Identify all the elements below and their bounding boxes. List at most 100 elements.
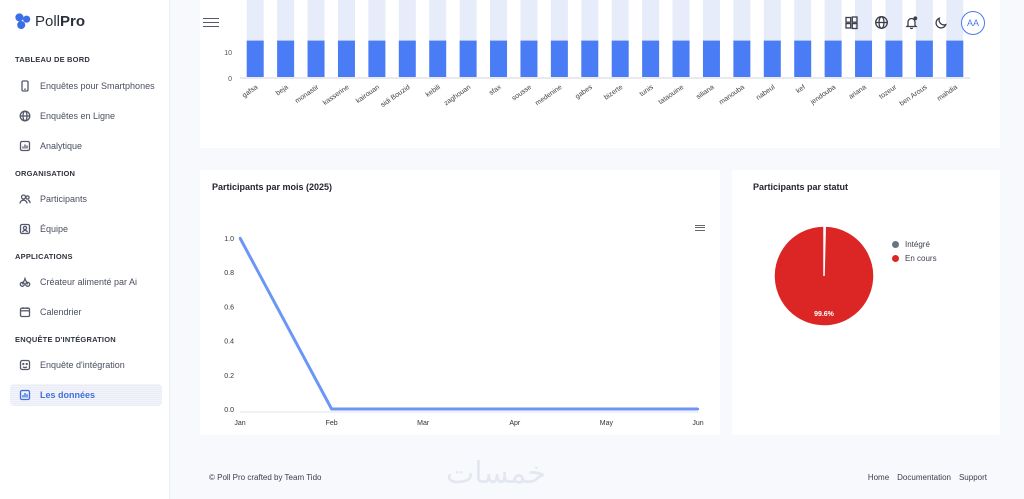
sidebar-item-participants[interactable]: Participants xyxy=(10,188,162,210)
legend-dot xyxy=(892,255,899,262)
legend-label: Intégré xyxy=(905,240,930,249)
bar-background xyxy=(642,0,660,45)
sidebar-item-label: Enquête d'intégration xyxy=(40,360,125,370)
footer-link-documentation[interactable]: Documentation xyxy=(897,473,951,482)
x-tick-label: bizerte xyxy=(603,84,624,102)
survey-icon xyxy=(10,359,40,371)
users-icon xyxy=(10,193,40,205)
x-tick-label: mahdia xyxy=(936,84,959,103)
bar-background xyxy=(581,0,599,45)
avatar[interactable]: AA xyxy=(961,11,985,35)
x-tick-label: siliana xyxy=(695,84,715,101)
legend-dot xyxy=(892,241,899,248)
chart-menu-button[interactable] xyxy=(695,223,705,232)
footer-link-support[interactable]: Support xyxy=(958,473,987,482)
sidebar: PollPro TABLEAU DE BORD Enquêtes pour Sm… xyxy=(0,0,170,499)
sidebar-item-label: Enquêtes en Ligne xyxy=(40,111,116,121)
x-tick-label: ariana xyxy=(848,84,868,101)
legend-item-in-progress[interactable]: En cours xyxy=(892,254,937,263)
bar-background xyxy=(246,0,264,45)
x-tick-label: zaghouan xyxy=(443,84,472,107)
bar xyxy=(855,40,873,77)
bar xyxy=(642,40,660,77)
data-icon xyxy=(10,389,40,401)
x-tick-label: manouba xyxy=(718,84,746,107)
sidebar-item-label: Participants xyxy=(40,194,88,204)
bar xyxy=(885,40,903,77)
team-icon xyxy=(10,223,40,235)
series-line xyxy=(238,237,698,411)
x-tick-label: beja xyxy=(275,84,290,97)
sidebar-item-integration-survey[interactable]: Enquête d'intégration xyxy=(10,354,162,376)
bar xyxy=(459,40,477,77)
globe-icon xyxy=(10,110,40,122)
header-actions xyxy=(840,11,952,33)
bar-background xyxy=(611,0,629,45)
pie-slice xyxy=(773,225,875,327)
legend-item-integrated[interactable]: Intégré xyxy=(892,240,930,249)
legend-label: En cours xyxy=(905,254,937,263)
sidebar-item-label: Créateur alimenté par Ai xyxy=(40,277,138,287)
bar xyxy=(672,40,690,77)
bar-background xyxy=(307,0,325,45)
bar xyxy=(763,40,781,77)
y-tick-label: 0 xyxy=(228,76,232,83)
x-tick-label: nabeul xyxy=(755,84,777,102)
x-tick-label: monastir xyxy=(294,84,321,106)
menu-toggle-button[interactable] xyxy=(203,15,219,29)
monthly-chart-card xyxy=(200,170,720,435)
sidebar-item-smartphone-surveys[interactable]: Enquêtes pour Smartphones xyxy=(10,75,162,97)
bar-background xyxy=(855,0,873,45)
bar-background xyxy=(702,0,720,45)
data-point xyxy=(238,236,242,240)
x-tick-label: Feb xyxy=(326,420,338,427)
bell-icon[interactable] xyxy=(900,11,922,33)
bar xyxy=(915,40,933,77)
bar xyxy=(702,40,720,77)
sidebar-item-ai-creator[interactable]: Créateur alimenté par Ai xyxy=(10,271,162,293)
bar xyxy=(398,40,416,77)
y-tick-label: 0.2 xyxy=(224,373,234,380)
sidebar-item-calendar[interactable]: Calendrier xyxy=(10,301,162,323)
line-chart: 0.0 0.2 0.4 0.6 0.8 1.0 Jan Feb Mar Apr May Jun xyxy=(224,236,703,427)
section-title-organisation: ORGANISATION xyxy=(15,169,76,178)
bar-background xyxy=(672,0,690,45)
y-tick-label: 0.6 xyxy=(224,304,234,311)
x-tick-label: kairouan xyxy=(355,84,381,105)
sidebar-item-online-surveys[interactable]: Enquêtes en Ligne xyxy=(10,105,162,127)
x-tick-label: sousse xyxy=(511,84,533,103)
bar-background xyxy=(824,0,842,45)
logo[interactable]: PollPro xyxy=(14,12,85,30)
bar xyxy=(946,40,964,77)
data-point xyxy=(605,407,608,411)
x-tick-label: gabes xyxy=(574,84,594,101)
windows-icon[interactable] xyxy=(840,11,862,33)
x-tick-label: tozeur xyxy=(878,84,898,101)
bar-background xyxy=(368,0,386,45)
bar-background xyxy=(337,0,355,45)
x-tick-label: medenine xyxy=(534,84,563,107)
analytics-icon xyxy=(10,140,40,152)
footer-link-home[interactable]: Home xyxy=(867,473,890,482)
bar xyxy=(824,40,842,77)
sidebar-item-data[interactable]: Les données xyxy=(10,384,162,406)
moon-icon[interactable] xyxy=(930,11,952,33)
sidebar-item-label: Calendrier xyxy=(40,307,82,317)
x-tick-label: sidi Bouzid xyxy=(380,84,412,109)
data-point xyxy=(513,407,516,411)
footer-credit: © Poll Pro crafted by Team Tido xyxy=(209,473,322,482)
bar-background xyxy=(763,0,781,45)
logo-text: PollPro xyxy=(35,12,86,30)
y-tick-label: 0.0 xyxy=(224,407,234,414)
x-tick-label: Jun xyxy=(692,420,703,427)
y-tick-label: 0.8 xyxy=(224,270,234,277)
bar xyxy=(581,40,599,77)
x-tick-label: jendouba xyxy=(809,84,838,107)
sidebar-item-team[interactable]: Équipe xyxy=(10,218,162,240)
smartphone-icon xyxy=(10,80,40,92)
bar xyxy=(550,40,568,77)
watermark-logo: خمسات xyxy=(446,456,547,491)
sidebar-item-analytics[interactable]: Analytique xyxy=(10,135,162,157)
globe-icon[interactable] xyxy=(870,11,892,33)
section-title-dashboard: TABLEAU DE BORD xyxy=(15,55,90,64)
